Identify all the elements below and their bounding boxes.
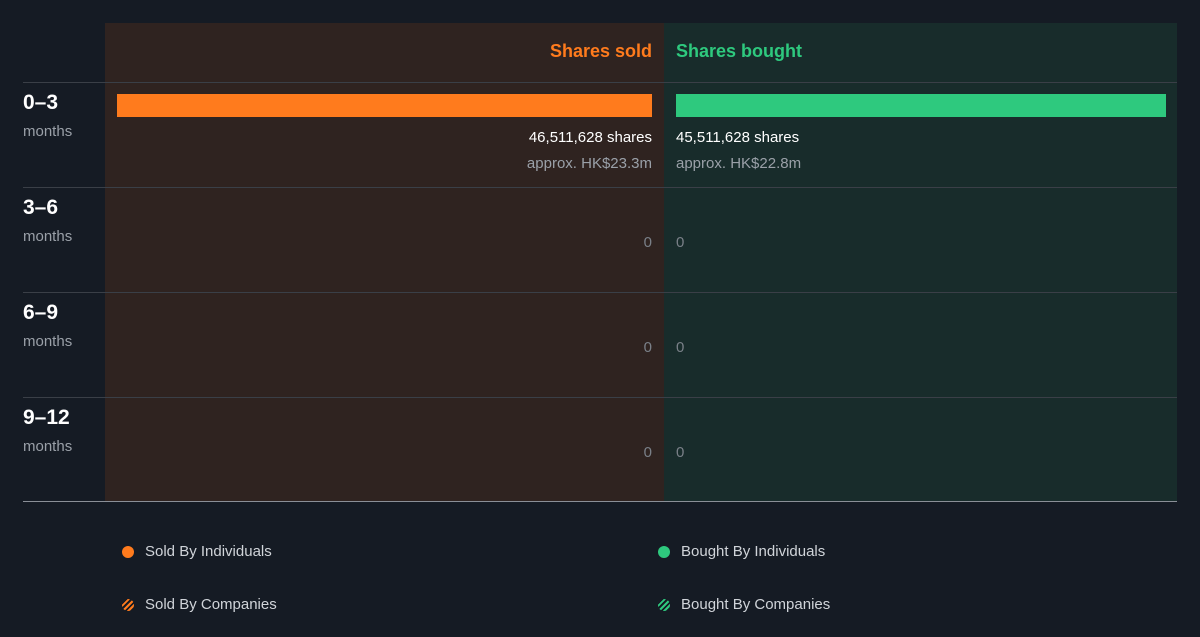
bought-zero-label-9-12: 0 xyxy=(676,444,685,461)
legend-sold-by-individuals: Sold By Individuals xyxy=(122,543,272,560)
green-hatched-dot-icon xyxy=(658,598,670,611)
bought-shares-label-0-3: 45,511,628 shares xyxy=(676,129,800,146)
bought-zero-label-3-6: 0 xyxy=(676,234,685,251)
period-label: 6–9 xyxy=(23,301,59,324)
sold-zero-label-9-12: 0 xyxy=(643,444,652,461)
row-divider xyxy=(23,292,1177,293)
sold-bar-0 xyxy=(117,94,652,117)
period-label: 9–12 xyxy=(23,406,70,429)
row-divider xyxy=(23,187,1177,188)
row-label-6-9: 6–9 months xyxy=(23,301,72,350)
legend-label: Bought By Individuals xyxy=(681,543,826,560)
row-divider xyxy=(23,82,1177,83)
legend-label: Sold By Individuals xyxy=(145,543,272,560)
green-dot-icon xyxy=(658,545,670,558)
legend-label: Bought By Companies xyxy=(681,596,831,613)
row-label-9-12: 9–12 months xyxy=(23,406,72,455)
legend-bought-by-companies: Bought By Companies xyxy=(658,596,830,613)
period-unit: months xyxy=(23,228,73,245)
sold-shares-label-0-3: 46,511,628 shares xyxy=(528,129,652,146)
legend-bought-by-individuals: Bought By Individuals xyxy=(658,543,825,560)
period-unit: months xyxy=(23,123,73,140)
legend-sold-by-companies: Sold By Companies xyxy=(122,596,277,613)
sold-zero-label-6-9: 0 xyxy=(643,339,652,356)
period-unit: months xyxy=(23,438,73,455)
period-unit: months xyxy=(23,333,73,350)
row-label-0-3: 0–3 months xyxy=(23,91,72,140)
row-divider xyxy=(23,397,1177,398)
orange-dot-icon xyxy=(122,545,134,558)
sold-zero-label-3-6: 0 xyxy=(643,234,652,251)
shares-sold-header: Shares sold xyxy=(549,41,652,61)
legend-label: Sold By Companies xyxy=(145,596,277,613)
sold-approx-label-0-3: approx. HK$23.3m xyxy=(526,155,652,172)
row-label-3-6: 3–6 months xyxy=(23,196,72,245)
orange-hatched-dot-icon xyxy=(122,598,134,611)
bought-approx-label-0-3: approx. HK$22.8m xyxy=(676,155,802,172)
period-label: 3–6 xyxy=(23,196,59,219)
axis-baseline xyxy=(23,501,1177,502)
period-label: 0–3 xyxy=(23,91,59,114)
bought-zero-label-6-9: 0 xyxy=(676,339,685,356)
shares-bought-header: Shares bought xyxy=(676,41,803,61)
bought-bar-0 xyxy=(676,94,1167,117)
